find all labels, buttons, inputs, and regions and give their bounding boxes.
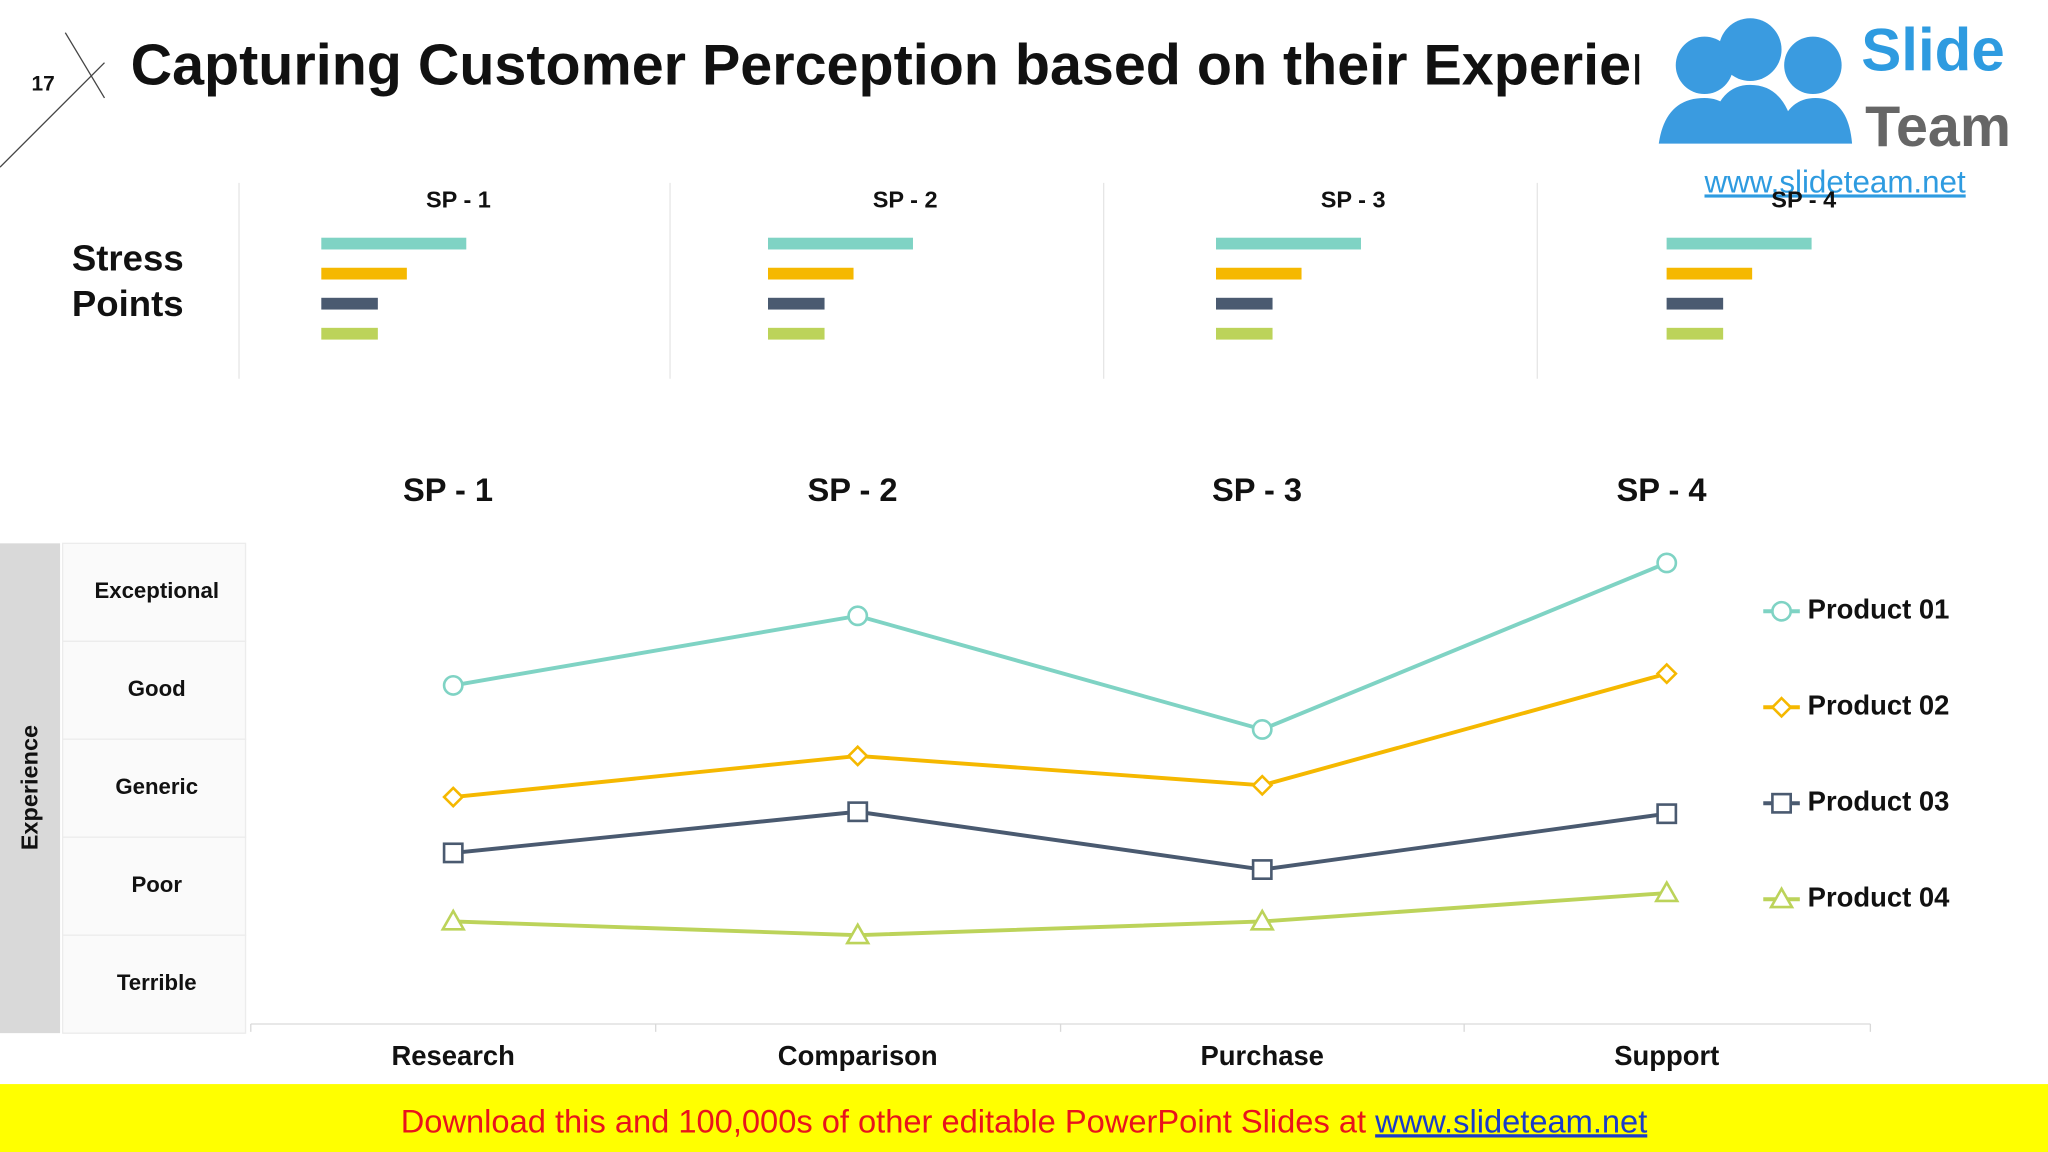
y-tick-cell — [62, 542, 247, 642]
bar — [768, 237, 913, 250]
y-tick-cell — [62, 934, 247, 1034]
bar — [1666, 237, 1812, 250]
legend-label: Product 04 — [1808, 882, 1950, 913]
bar — [768, 267, 854, 280]
top-label: SP - 4 — [1616, 471, 1706, 508]
corner-line — [0, 62, 105, 168]
charts: SP - 1 SP - 2 SP - 3 SP - 4 Experience Except… — [17, 182, 1950, 1071]
series-line — [453, 671, 1668, 800]
x-tick-label: Research — [392, 1040, 515, 1071]
legend-label: Product 02 — [1808, 690, 1950, 721]
bar — [768, 297, 825, 310]
marker — [442, 842, 464, 864]
footer-band — [0, 1084, 2048, 1152]
x-tick-label: Purchase — [1201, 1040, 1324, 1071]
bar — [321, 327, 378, 340]
stress-label-box: Stress Points — [71, 237, 184, 324]
bar — [321, 297, 378, 310]
marker — [442, 674, 464, 696]
logo: Slide Team www.slideteam.net — [1639, 0, 2048, 199]
y-tick-cell — [62, 836, 247, 936]
marker — [1251, 859, 1273, 880]
marker — [1656, 803, 1678, 825]
bar — [1666, 267, 1753, 280]
panel-title: SP - 4 — [1771, 186, 1836, 212]
y-tick-label: Exceptional — [94, 578, 219, 603]
logo-icon — [1675, 36, 1734, 95]
bar — [1216, 327, 1273, 340]
legend-marker — [1768, 886, 1795, 909]
y-tick-cell — [62, 640, 247, 740]
logo-url[interactable]: www.slideteam.net — [1704, 164, 1966, 199]
logo-icon — [1718, 18, 1782, 81]
marker — [1251, 774, 1274, 797]
panel-title: SP - 3 — [1321, 186, 1386, 212]
top-label: SP - 1 — [403, 471, 493, 508]
y-tick-label: Terrible — [117, 970, 197, 995]
logo-word: Slide — [1861, 17, 2005, 84]
series-line — [453, 891, 1667, 938]
panel-title: SP - 1 — [426, 186, 491, 212]
legend-marker — [1770, 696, 1793, 719]
legend-label: Product 03 — [1808, 786, 1950, 817]
top-label: SP - 2 — [807, 471, 897, 508]
logo-icon — [1658, 84, 1853, 144]
bar — [1216, 267, 1302, 280]
bar — [1666, 297, 1724, 310]
y-tick-label: Poor — [131, 872, 182, 897]
logo-word: Team — [1865, 95, 2011, 159]
marker — [1655, 662, 1678, 685]
marker — [847, 605, 869, 627]
marker — [847, 801, 869, 823]
footer: Download this and 100,000s of other edit… — [401, 1102, 1648, 1139]
bar — [1216, 237, 1361, 250]
marker — [442, 786, 465, 809]
slide-title: Capturing Customer Perception based on t… — [131, 33, 1730, 97]
stress-points-label: Stress Points — [71, 237, 184, 324]
legend-marker — [1771, 600, 1792, 622]
x-tick-label: Support — [1614, 1040, 1719, 1071]
marker — [846, 744, 869, 767]
marker — [440, 908, 466, 931]
logo-background — [1639, 0, 2048, 196]
panel-title: SP - 2 — [873, 186, 938, 212]
logo-icon — [1784, 36, 1842, 95]
top-label: SP - 3 — [1212, 471, 1302, 508]
y-axis-title: Experience — [17, 725, 43, 850]
bar — [1666, 327, 1724, 340]
y-title-band — [0, 543, 61, 1034]
marker — [1656, 552, 1678, 574]
marker — [1249, 908, 1275, 931]
slide-number: 17 — [31, 72, 54, 95]
footer-link[interactable]: www.slideteam.net — [1374, 1102, 1647, 1139]
bar — [768, 327, 825, 340]
marker — [1654, 879, 1680, 903]
footer-text: Download this and 100,000s of other edit… — [401, 1102, 1375, 1139]
bar — [321, 237, 467, 250]
y-tick-label: Generic — [115, 774, 198, 799]
marker — [845, 922, 871, 945]
legend-label: Product 01 — [1808, 594, 1950, 625]
legend-marker — [1771, 792, 1792, 814]
y-tick-label: Good — [128, 676, 186, 701]
background-gray — [0, 543, 61, 1034]
y-tick-cell — [62, 738, 247, 838]
bar — [321, 267, 407, 280]
x-tick-label: Comparison — [778, 1040, 938, 1071]
bar — [1216, 297, 1273, 310]
series-line — [452, 561, 1668, 732]
marker — [1251, 719, 1273, 740]
series-line — [453, 809, 1668, 872]
corner-line — [64, 32, 106, 99]
